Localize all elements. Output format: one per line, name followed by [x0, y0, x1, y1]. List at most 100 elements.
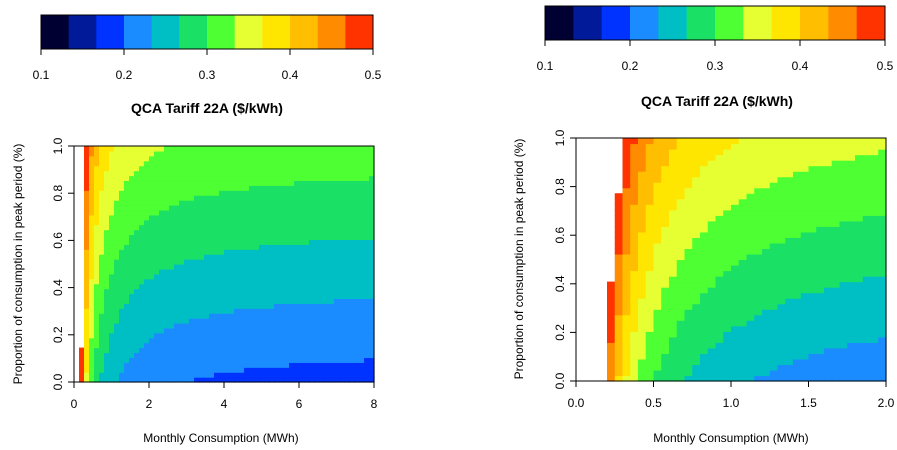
right-heatmap-cell — [715, 193, 724, 200]
left-heatmap-cell — [249, 342, 255, 349]
left-heatmap-cell — [334, 303, 340, 309]
left-heatmap-cell — [359, 327, 365, 334]
left-heatmap-cell — [359, 298, 365, 304]
left-heatmap-cell — [144, 303, 150, 309]
left-heatmap-cell — [199, 298, 205, 304]
left-heatmap-cell — [104, 244, 110, 250]
left-heatmap-cell — [224, 342, 230, 349]
right-heatmap-cell — [816, 358, 825, 366]
left-heatmap-cell — [329, 264, 335, 270]
right-heatmap-cell — [715, 320, 724, 327]
right-heatmap-cell — [777, 154, 786, 161]
left-heatmap-cell — [354, 190, 360, 196]
left-heatmap-cell — [194, 205, 200, 211]
left-heatmap-cell — [119, 357, 125, 363]
left-heatmap-cell — [329, 155, 335, 162]
left-heatmap-cell — [269, 318, 275, 324]
right-heatmap-cell — [630, 347, 639, 354]
right-heatmap-cell — [762, 287, 771, 294]
left-heatmap-cell — [234, 308, 240, 314]
left-heatmap-cell — [249, 293, 255, 300]
left-heatmap-cell — [179, 249, 185, 255]
left-heatmap-cell — [189, 332, 195, 339]
left-heatmap-cell — [104, 170, 110, 177]
left-heatmap-cell — [189, 293, 195, 300]
left-heatmap-cell — [314, 377, 320, 383]
left-heatmap-cell — [134, 224, 140, 231]
left-heatmap-cell — [224, 180, 230, 186]
left-heatmap-cell — [119, 229, 125, 236]
right-heatmap-cell — [669, 314, 678, 321]
left-heatmap-cell — [219, 244, 225, 250]
left-heatmap-cell — [244, 323, 250, 329]
left-heatmap-cell — [299, 264, 305, 270]
right-heatmap-cell — [700, 259, 709, 266]
left-colorbar-tick-label: 0.1 — [33, 68, 50, 82]
right-heatmap-cell — [638, 375, 647, 382]
right-heatmap-cell — [862, 248, 872, 255]
right-heatmap-cell — [824, 369, 833, 377]
right-colorbar-swatch — [800, 6, 829, 40]
right-heatmap-cell — [669, 182, 678, 189]
left-heatmap-cell — [314, 298, 320, 304]
left-heatmap-cell — [299, 308, 305, 314]
right-heatmap-cell — [878, 209, 887, 216]
left-heatmap-cell — [229, 283, 235, 290]
left-heatmap-cell — [209, 195, 215, 201]
right-heatmap-cell — [715, 314, 724, 321]
left-heatmap-cell — [234, 347, 240, 354]
left-heatmap-cell — [359, 323, 365, 329]
left-heatmap-cell — [139, 264, 145, 270]
left-heatmap-cell — [124, 293, 130, 300]
right-heatmap-cell — [785, 220, 794, 227]
left-heatmap-cell — [359, 293, 365, 300]
left-heatmap-cell — [314, 268, 320, 275]
left-heatmap-cell — [129, 234, 135, 241]
right-heatmap-cell — [862, 193, 872, 200]
right-heatmap-cell — [723, 220, 732, 227]
left-heatmap-cell — [319, 308, 325, 314]
left-heatmap-cell — [294, 249, 300, 255]
right-heatmap-cell — [676, 287, 686, 294]
right-heatmap-cell — [831, 220, 841, 227]
left-heatmap-cell — [99, 205, 105, 211]
right-heatmap-cell — [684, 336, 693, 343]
right-heatmap-cell — [676, 165, 686, 172]
right-heatmap-cell — [715, 237, 724, 244]
left-heatmap-cell — [244, 180, 250, 186]
right-heatmap-cell — [661, 336, 670, 343]
left-heatmap-cell — [249, 357, 255, 363]
left-heatmap-cell — [329, 332, 335, 339]
left-heatmap-cell — [124, 200, 130, 206]
right-heatmap-cell — [855, 143, 864, 150]
left-heatmap-cell — [294, 283, 300, 290]
left-heatmap-cell — [204, 200, 210, 206]
right-heatmap-cell — [707, 342, 717, 349]
right-axes: 0.0 0.5 1.0 1.5 2.00.00.20.40.60.81.0 — [553, 129, 895, 410]
left-heatmap-cell — [254, 337, 260, 344]
left-heatmap-cell — [214, 205, 220, 211]
right-heatmap-cell — [870, 325, 879, 332]
right-heatmap-cell — [738, 193, 748, 200]
right-heatmap-cell — [738, 182, 748, 189]
left-heatmap-cell — [254, 347, 260, 354]
right-heatmap-cell — [878, 171, 887, 178]
left-heatmap-cell — [309, 244, 315, 250]
left-heatmap-cell — [339, 308, 345, 314]
right-heatmap-cell — [847, 248, 856, 255]
right-heatmap-cell — [808, 149, 817, 156]
left-heatmap-cell — [254, 303, 260, 309]
left-heatmap-cell — [214, 234, 220, 241]
left-heatmap-cell — [229, 332, 235, 339]
right-heatmap-cell — [607, 292, 616, 299]
left-heatmap-cell — [259, 180, 265, 186]
left-heatmap-cell — [169, 254, 175, 260]
left-heatmap-cell — [339, 190, 345, 196]
left-heatmap-cell — [104, 308, 110, 314]
left-heatmap-cell — [289, 254, 295, 260]
right-heatmap-cell — [824, 209, 833, 216]
right-heatmap-cell — [630, 353, 639, 360]
left-heatmap-cell — [224, 170, 230, 177]
right-heatmap-cell — [793, 270, 802, 277]
left-heatmap-cell — [354, 195, 360, 201]
